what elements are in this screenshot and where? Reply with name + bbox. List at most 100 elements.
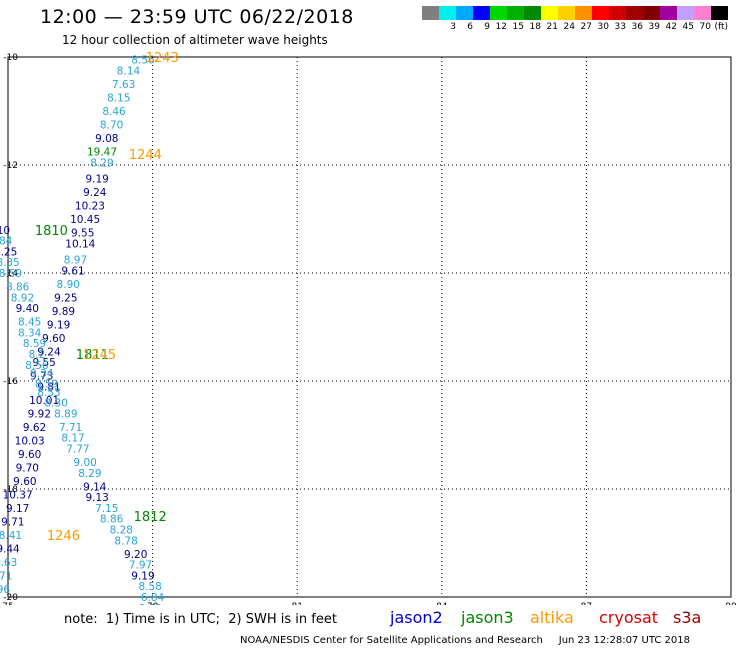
colorbar-cell — [422, 6, 439, 20]
wave-height-value: 8.90 — [57, 279, 80, 291]
x-tick-label: 87 — [581, 602, 592, 605]
y-tick-label: -14 — [3, 269, 18, 279]
wave-height-value: 8.92 — [11, 292, 34, 304]
wave-height-value: 9.08 — [95, 133, 118, 145]
wave-height-value: 9.25 — [0, 246, 17, 258]
wave-height-value: 8.30 — [45, 398, 68, 410]
wave-height-value: 9.19 — [47, 319, 70, 331]
wave-height-value: 10.45 — [70, 214, 100, 226]
colorbar-cell — [473, 6, 490, 20]
colorbar-cell — [677, 6, 694, 20]
wave-height-value: 8.59 — [35, 379, 58, 391]
colorbar-label: 24 — [563, 22, 575, 32]
wave-height-value: 8.53 — [37, 387, 60, 399]
wave-height-value: 9.19 — [85, 174, 108, 186]
colorbar-cell — [541, 6, 558, 20]
wave-height-value: 8.45 — [18, 317, 41, 329]
pass-time-label: 1243 — [146, 51, 179, 66]
wave-height-value: 10.14 — [65, 238, 95, 250]
colorbar-label: 33 — [614, 22, 626, 32]
y-tick-label: -10 — [3, 53, 18, 63]
colorbar-cell — [490, 6, 507, 20]
wave-height-value: 9.62 — [23, 422, 46, 434]
wave-height-value: 9.92 — [28, 408, 51, 420]
colorbar-cell — [507, 6, 524, 20]
wave-height-value: 9.10 — [0, 225, 10, 237]
wave-height-value: 10.23 — [75, 201, 105, 213]
wave-height-value: 10.03 — [15, 435, 45, 447]
wave-height-value: 9.73 — [30, 371, 53, 383]
wave-height-value: 8.28 — [110, 525, 133, 537]
colorbar-cell — [660, 6, 677, 20]
wave-height-value: 8.29 — [90, 157, 113, 169]
colorbar-label: 18 — [529, 22, 541, 32]
wave-height-value: 9.60 — [42, 333, 65, 345]
x-tick-label: 81 — [291, 602, 302, 605]
credit-line: NOAA/NESDIS Center for Satellite Applica… — [240, 635, 690, 646]
wave-height-value: 8.86 — [6, 282, 30, 294]
colorbar-cell — [456, 6, 473, 20]
colorbar-label: 70 — [699, 22, 711, 32]
wave-height-value: 9.00 — [73, 457, 96, 469]
colorbar-label: 36 — [631, 22, 643, 32]
pass-time-label: 1812 — [134, 510, 167, 525]
colorbar-cell — [558, 6, 575, 20]
wave-height-value: 9.20 — [124, 549, 147, 561]
legend-jason3: jason3 — [461, 608, 514, 627]
colorbar-cell — [694, 6, 711, 20]
colorbar-label: 9 — [484, 22, 490, 32]
plot-frame — [7, 56, 732, 598]
colorbar — [422, 6, 728, 20]
wave-height-value: 8.89 — [54, 408, 77, 420]
wave-height-value: 8.17 — [61, 433, 84, 445]
wave-height-value: 7.97 — [129, 560, 152, 572]
wave-height-value: 8.78 — [114, 535, 137, 547]
colorbar-label: 15 — [512, 22, 524, 32]
x-tick-label: 75 — [2, 602, 13, 605]
wave-height-value: 10.37 — [3, 489, 33, 501]
wave-height-value: 7.77 — [66, 444, 89, 456]
wave-height-value: 8.97 — [64, 255, 87, 267]
x-tick-label: 78 — [147, 602, 159, 605]
legend-altika: altika — [530, 608, 574, 627]
wave-height-value: 8.56 — [131, 55, 155, 67]
wave-height-value: 8.34 — [18, 327, 42, 339]
wave-height-value: 9.24 — [37, 346, 61, 358]
y-tick-label: -12 — [3, 161, 18, 171]
chart-plot: 757881848790-10-12-14-16-18-208.568.147.… — [0, 51, 737, 605]
wave-height-value: 8.41 — [0, 530, 22, 542]
x-tick-label: 84 — [436, 602, 448, 605]
wave-height-value: 8.96 — [0, 584, 10, 596]
wave-height-value: 8.63 — [0, 557, 17, 569]
wave-height-value: 8.86 — [100, 514, 124, 526]
wave-height-value: 9.13 — [85, 492, 108, 504]
colorbar-label: 42 — [665, 22, 677, 32]
wave-height-value: 8.71 — [0, 570, 12, 582]
wave-height-value: 8.2 — [29, 349, 46, 361]
colorbar-label: 30 — [597, 22, 609, 32]
wave-height-value: 8.59 — [23, 338, 46, 350]
wave-height-value: 8.46 — [102, 106, 126, 118]
colorbar-label: 12 — [495, 22, 507, 32]
colorbar-label: 45 — [682, 22, 694, 32]
colorbar-label: 6 — [467, 22, 473, 32]
wave-height-value: 9.60 — [18, 449, 41, 461]
pass-time-label: 1810 — [35, 224, 68, 239]
wave-height-value: 9.71 — [1, 516, 24, 528]
wave-height-value: 9.14 — [83, 481, 107, 493]
colorbar-cell — [643, 6, 660, 20]
colorbar-cell — [711, 6, 728, 20]
pass-time-label: 1811 — [76, 348, 109, 363]
colorbar-cell — [575, 6, 592, 20]
wave-height-value: 7.71 — [59, 422, 82, 434]
wave-height-value: 8.35 — [0, 257, 20, 269]
wave-height-value: 19.47 — [87, 147, 117, 159]
x-tick-label: 90 — [725, 602, 737, 605]
wave-height-value: 8.58 — [138, 581, 161, 593]
page-title: 12:00 — 23:59 UTC 06/22/2018 — [40, 6, 354, 28]
wave-height-value: 9.70 — [16, 462, 39, 474]
y-tick-label: -20 — [3, 593, 18, 603]
colorbar-label: (ft) — [714, 22, 728, 32]
wave-height-value: 9.60 — [13, 476, 36, 488]
wave-height-value: 8.14 — [117, 66, 141, 78]
